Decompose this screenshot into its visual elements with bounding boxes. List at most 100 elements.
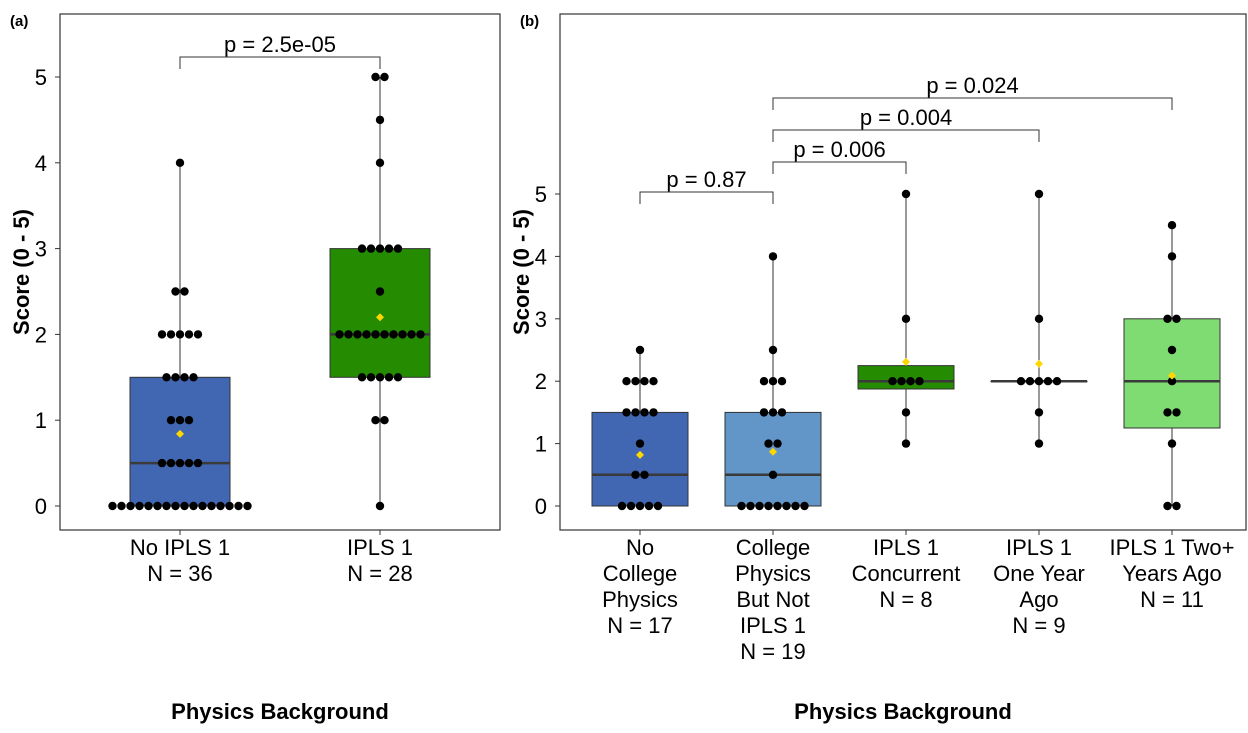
data-point [162, 501, 171, 511]
x-tick-label-line: No [626, 535, 654, 560]
data-point [1167, 345, 1177, 355]
x-tick-label: IPLS 1 Two+ Years Ago N = 11 [1110, 535, 1235, 612]
data-point [108, 501, 117, 511]
data-point [631, 408, 640, 417]
y-tick-label: 4 [535, 244, 547, 269]
data-point [171, 287, 180, 296]
data-point [617, 501, 627, 511]
data-point [901, 408, 911, 417]
mean-marker [376, 313, 384, 322]
data-point [175, 416, 185, 425]
data-point [153, 501, 162, 511]
p-value-label: p = 2.5e-05 [224, 32, 336, 57]
mean-marker [1168, 371, 1176, 380]
panel-label: (b) [520, 13, 539, 30]
x-tick-label: IPLS 1 One Year Ago N = 9 [993, 535, 1085, 638]
data-point [1034, 189, 1044, 199]
data-point [915, 377, 924, 386]
y-tick-label: 5 [35, 65, 47, 90]
data-point [375, 244, 385, 253]
data-point [180, 373, 189, 382]
data-point [901, 189, 911, 199]
data-point [362, 330, 371, 339]
data-point [1163, 501, 1172, 511]
data-point [175, 458, 185, 468]
data-point [649, 408, 658, 417]
data-point [737, 501, 746, 511]
y-tick-label: 5 [535, 182, 547, 207]
data-point [371, 330, 380, 339]
y-tick-label: 4 [35, 151, 47, 176]
data-point [622, 377, 631, 386]
data-point [640, 377, 649, 386]
data-point [768, 345, 778, 355]
data-point [1167, 252, 1177, 261]
box [329, 248, 431, 378]
data-point [162, 373, 171, 382]
data-point [631, 377, 640, 386]
y-tick-label: 2 [535, 369, 547, 394]
data-point [791, 501, 800, 511]
data-point [189, 501, 198, 511]
data-point [184, 330, 194, 339]
data-point [901, 439, 911, 448]
data-point [1172, 501, 1181, 511]
plot-frame [559, 13, 1247, 531]
box [591, 411, 689, 507]
mean-marker [1035, 359, 1043, 368]
x-tick-label-line: N = 11 [1140, 587, 1204, 612]
p-value-label: p = 0.006 [793, 137, 885, 162]
x-tick-label-line: N = 36 [147, 561, 212, 586]
y-tick-label: 0 [535, 494, 547, 519]
data-point [166, 458, 176, 468]
data-point [371, 72, 380, 82]
data-point [375, 115, 385, 125]
data-point [193, 330, 203, 339]
x-tick-label-line: N = 8 [879, 587, 932, 612]
data-point [380, 330, 389, 339]
data-point [635, 439, 645, 448]
p-value-label: p = 0.024 [926, 73, 1018, 98]
data-point [1167, 377, 1177, 386]
data-point [243, 501, 252, 511]
plot-frame [59, 13, 501, 531]
x-tick-label-line: IPLS 1 [873, 535, 939, 560]
data-point [193, 458, 203, 468]
box [129, 376, 231, 507]
panel-label: (a) [10, 13, 28, 30]
data-point [144, 501, 153, 511]
data-point [768, 377, 778, 386]
data-point [166, 416, 176, 425]
significance-bracket [772, 129, 1040, 142]
data-point [746, 501, 755, 511]
x-tick-label-line: Physics [602, 587, 678, 612]
data-point [773, 501, 782, 511]
data-point [768, 252, 778, 261]
data-point [198, 501, 207, 511]
data-point [171, 501, 180, 511]
data-point [344, 330, 353, 339]
p-value-label: p = 0.87 [666, 167, 746, 192]
y-tick-label: 2 [35, 322, 47, 347]
data-point [640, 408, 649, 417]
data-point [375, 373, 385, 382]
data-point [800, 501, 809, 511]
data-point [375, 501, 385, 511]
data-point [366, 373, 376, 382]
data-point [755, 501, 764, 511]
x-tick-label-line: IPLS 1 Two+ [1110, 535, 1235, 560]
x-tick-label-line: Physics [735, 561, 811, 586]
data-point [644, 501, 654, 511]
x-tick-label: No College Physics N = 17 [602, 535, 678, 638]
data-point [175, 330, 185, 339]
data-point [416, 330, 425, 339]
data-point [1034, 439, 1044, 448]
x-tick-label-line: No IPLS 1 [130, 535, 230, 560]
y-tick-label: 0 [35, 494, 47, 519]
x-tick-label-line: College [736, 535, 811, 560]
x-tick-label-line: N = 9 [1012, 613, 1065, 638]
x-tick-label-line: N = 17 [607, 613, 672, 638]
